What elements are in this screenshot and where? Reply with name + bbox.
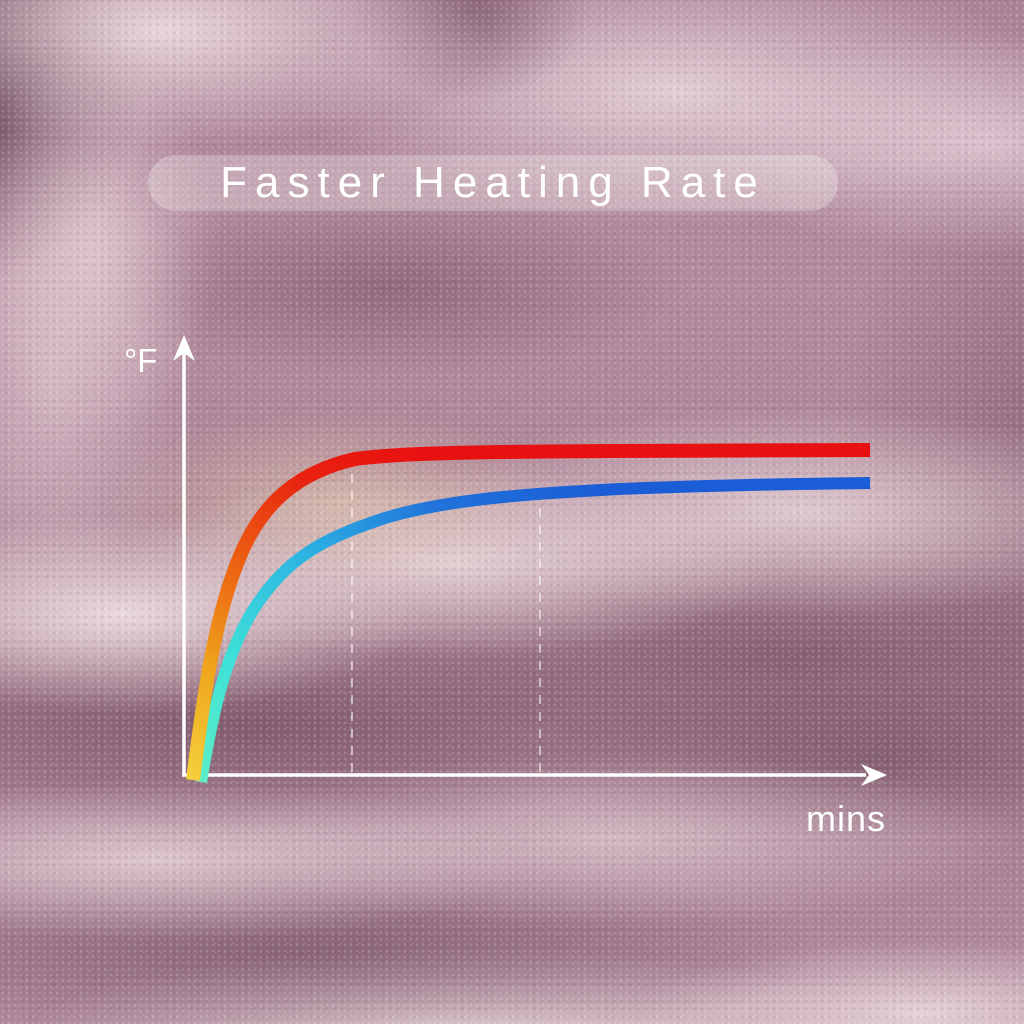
y-axis-label: °F (124, 342, 158, 379)
fast-heating-curve (186, 443, 871, 781)
page-title: Faster Heating Rate (220, 158, 766, 207)
title-badge: Faster Heating Rate (148, 155, 838, 211)
y-axis-arrowhead-icon (173, 335, 195, 361)
x-axis-label: mins (806, 798, 887, 839)
slow-heating-curve (195, 477, 871, 783)
x-axis-arrowhead-icon (861, 764, 887, 786)
